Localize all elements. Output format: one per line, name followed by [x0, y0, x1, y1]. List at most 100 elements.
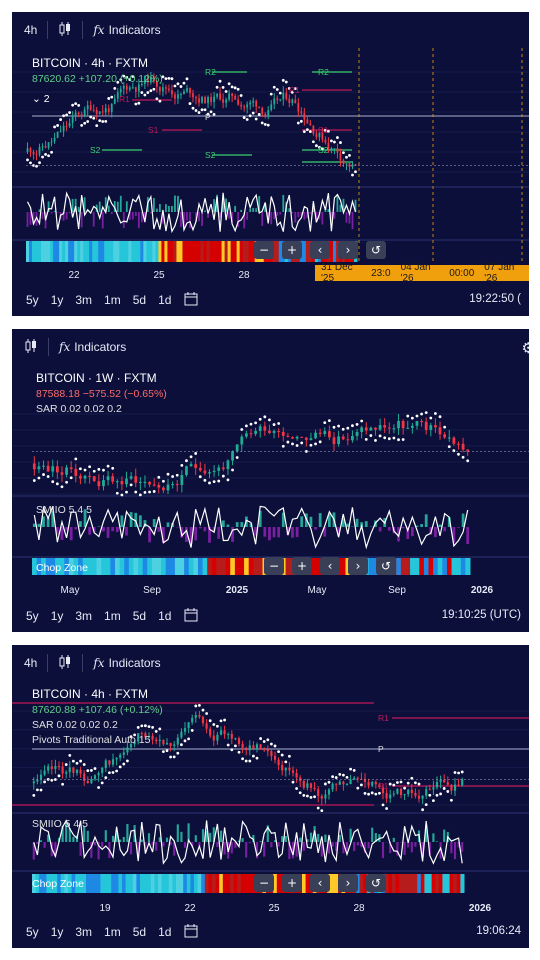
sar-dot	[147, 725, 151, 729]
range-1m[interactable]: 1m	[104, 609, 121, 623]
range-1m[interactable]: 1m	[104, 293, 121, 307]
smiio-bar	[86, 830, 89, 842]
sar-dot	[257, 113, 261, 116]
range-1y[interactable]: 1y	[50, 293, 64, 307]
sar-indicator-label[interactable]: SAR 0.02 0.02 0.2	[32, 719, 118, 731]
go-to-date-icon[interactable]	[183, 291, 199, 310]
indicators-button[interactable]: fx Indicators	[93, 656, 160, 670]
chop-zone-label[interactable]: Chop Zone	[36, 562, 88, 574]
candle-body	[174, 94, 176, 99]
smiio-bar	[255, 208, 258, 212]
zoom-control-button[interactable]	[282, 874, 302, 892]
indicators-button[interactable]: fx Indicators	[93, 23, 160, 37]
candlestick-icon[interactable]	[58, 21, 72, 40]
sar-dot	[227, 82, 231, 86]
range-1d[interactable]: 1d	[158, 925, 172, 939]
chart-canvas[interactable]: − + ‹ › ↺ May Sep 2025 May Sep 2026	[12, 329, 529, 632]
candle-body	[303, 113, 306, 120]
range-1y[interactable]: 1y	[50, 925, 64, 939]
range-5d[interactable]: 5d	[132, 925, 147, 939]
interval-button[interactable]: 4h	[24, 656, 38, 670]
clock[interactable]: 19:06:24	[476, 925, 521, 937]
smiio-label[interactable]: SMIIO 5 4 5	[32, 818, 89, 830]
zoom-control-button[interactable]	[310, 241, 330, 259]
sar-indicator-label[interactable]: SAR 0.02 0.02 0.2	[36, 403, 122, 415]
sar-dot	[435, 793, 439, 797]
candlestick-icon[interactable]	[58, 654, 72, 673]
sar-dot	[287, 86, 291, 90]
zoom-control-button[interactable]	[366, 874, 386, 892]
zoom-control-button[interactable]	[366, 241, 386, 259]
x-axis-tick-label: 22	[184, 903, 196, 914]
chop-zone-cell	[179, 874, 184, 893]
candle-body	[406, 427, 410, 429]
range-5y[interactable]: 5y	[26, 925, 39, 939]
interval-button[interactable]: 4h	[24, 23, 38, 37]
chop-zone-cell	[98, 241, 102, 262]
smiio-bar	[65, 527, 68, 531]
sar-dot	[410, 776, 414, 780]
symbol-title[interactable]: BITCOIN · 4h · FXTM	[32, 687, 149, 701]
candle-body	[284, 767, 287, 771]
candle-body	[102, 480, 105, 487]
range-5d[interactable]: 5d	[132, 609, 147, 623]
pivots-indicator-label[interactable]: Pivots Traditional Auto 15	[32, 734, 151, 746]
zoom-control-button[interactable]	[282, 241, 302, 259]
zoom-control-button[interactable]	[338, 874, 358, 892]
gear-icon[interactable]: ⚙	[521, 340, 529, 357]
range-1y[interactable]: 1y	[50, 609, 64, 623]
chop-zone-cell	[179, 241, 183, 262]
zoom-control-button[interactable]	[338, 241, 358, 259]
candle-body	[186, 88, 188, 92]
clock[interactable]: 19:10:25 (UTC)	[441, 609, 521, 621]
range-5y[interactable]: 5y	[26, 293, 39, 307]
chop-zone-cell	[451, 558, 457, 575]
chop-zone-label[interactable]: Chop Zone	[32, 878, 84, 890]
range-5d[interactable]: 5d	[132, 293, 147, 307]
clock[interactable]: 19:22:50 (	[469, 293, 521, 305]
symbol-title[interactable]: BITCOIN · 1W · FXTM	[36, 371, 157, 385]
candlestick-icon[interactable]	[24, 338, 38, 357]
smiio-bar	[93, 842, 97, 846]
sar-dot	[200, 108, 204, 112]
indicators-button[interactable]: fx Indicators	[59, 340, 126, 354]
range-3m[interactable]: 3m	[75, 925, 93, 939]
zoom-control-button[interactable]	[376, 557, 396, 575]
zoom-control-button[interactable]	[254, 874, 274, 892]
range-5y[interactable]: 5y	[26, 609, 39, 623]
smiio-bar	[299, 837, 302, 842]
zoom-control-button[interactable]	[254, 241, 274, 259]
go-to-date-icon[interactable]	[183, 923, 199, 942]
go-to-date-icon[interactable]	[183, 607, 199, 626]
sar-dot	[197, 111, 201, 114]
chop-zone-cell	[100, 874, 105, 893]
candle-body	[217, 467, 221, 471]
sar-dot	[129, 483, 133, 487]
zoom-control-button[interactable]	[348, 557, 368, 575]
chart-canvas[interactable]: − + ‹ › ↺ 22 25 28 R2 R2 R1 R1 P S1 S1 S2 S2 S2	[12, 12, 529, 316]
range-3m[interactable]: 3m	[75, 609, 93, 623]
smiio-bar	[101, 842, 104, 848]
zoom-control-button[interactable]	[320, 557, 340, 575]
zoom-control-button[interactable]	[264, 557, 284, 575]
sar-dot	[385, 807, 388, 810]
smiio-label[interactable]: SMIIO 5 4 5	[36, 504, 93, 516]
range-1m[interactable]: 1m	[104, 925, 121, 939]
smiio-bar	[281, 836, 284, 842]
smiio-bar	[155, 208, 158, 212]
range-3m[interactable]: 3m	[75, 293, 93, 307]
pivot-label: R1	[378, 713, 389, 723]
sar-dot	[421, 808, 424, 812]
symbol-title[interactable]: BITCOIN · 4h · FXTM	[32, 56, 149, 70]
chop-zone-cell	[395, 874, 400, 893]
chart-canvas[interactable]: − + ‹ › ↺ 19 22 25 28 2026 R1 P S1	[12, 645, 529, 948]
range-1d[interactable]: 1d	[158, 609, 172, 623]
collapsed-indicators[interactable]: ⌄ 2	[32, 93, 163, 105]
sar-dot	[72, 759, 75, 763]
toolbar-divider	[47, 654, 49, 672]
candle-body	[213, 96, 215, 103]
zoom-control-button[interactable]	[292, 557, 312, 575]
range-1d[interactable]: 1d	[158, 293, 172, 307]
sar-dot	[201, 708, 205, 712]
zoom-control-button[interactable]	[310, 874, 330, 892]
